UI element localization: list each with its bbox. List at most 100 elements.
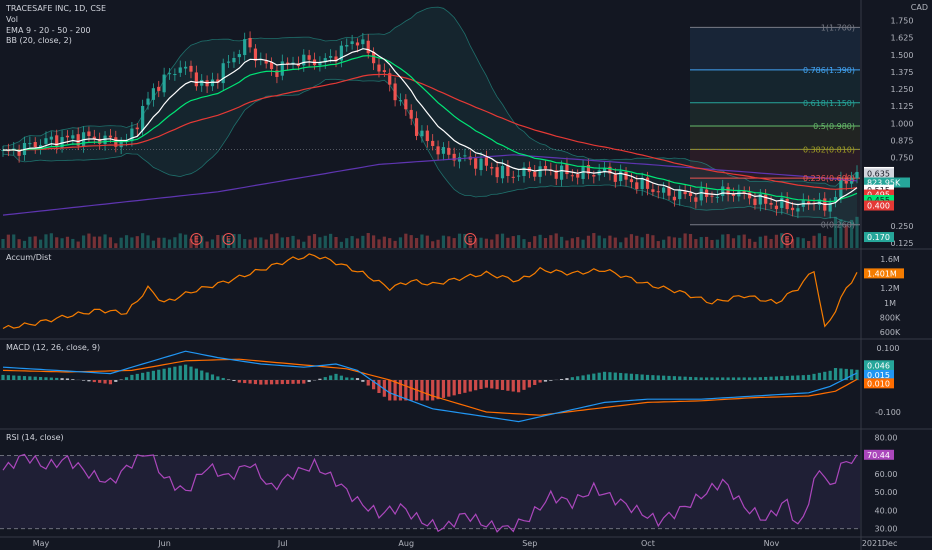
candle-body xyxy=(506,164,510,176)
candle-body xyxy=(409,109,413,119)
volume-bar xyxy=(318,237,322,248)
volume-bar xyxy=(645,233,650,248)
volume-bar xyxy=(130,237,134,248)
fib-zone xyxy=(690,126,860,150)
volume-bar xyxy=(747,238,752,248)
macd-histogram-bar xyxy=(613,372,617,380)
volume-bar xyxy=(124,235,129,248)
macd-histogram-bar xyxy=(12,375,16,380)
candle-body xyxy=(565,164,569,175)
macd-histogram-bar xyxy=(339,375,343,380)
macd-histogram-bar xyxy=(65,378,70,380)
currency-label: CAD xyxy=(911,3,928,12)
macd-histogram-bar xyxy=(635,374,639,380)
volume-bar xyxy=(726,234,730,248)
volume-bar xyxy=(33,236,37,248)
macd-tick-label: 0.100 xyxy=(877,344,900,353)
volume-bar xyxy=(44,234,48,248)
macd-histogram-bar xyxy=(667,375,671,380)
fib-zone xyxy=(690,27,860,70)
macd-histogram-bar xyxy=(710,377,714,380)
volume-legend: Vol xyxy=(6,15,18,24)
volume-bar xyxy=(500,233,505,248)
price-tag-label: 0.635 xyxy=(867,169,890,178)
volume-bar xyxy=(135,236,139,248)
macd-histogram-bar xyxy=(329,375,333,380)
volume-bar xyxy=(662,239,666,248)
volume-bar xyxy=(490,239,494,248)
candle-body xyxy=(173,74,177,76)
rsi-value-label: 70.44 xyxy=(867,451,890,460)
macd-histogram-bar xyxy=(817,372,822,380)
candle-body xyxy=(608,166,612,174)
macd-histogram-bar xyxy=(350,377,354,380)
macd-histogram-bar xyxy=(737,377,741,380)
macd-histogram-bar xyxy=(334,373,338,380)
volume-bar xyxy=(758,236,762,248)
volume-bar xyxy=(495,234,499,248)
candle-body xyxy=(474,158,478,169)
price-tick-label: 0.125 xyxy=(891,239,914,248)
candle-body xyxy=(71,135,75,139)
candle-body xyxy=(334,56,338,62)
volume-bar xyxy=(216,234,220,248)
macd-histogram-bar xyxy=(355,378,360,380)
macd-histogram-bar xyxy=(774,376,779,380)
price-tag xyxy=(864,177,910,188)
macd-histogram-bar xyxy=(721,377,725,380)
macd-histogram-bar xyxy=(1,374,5,380)
candle-body xyxy=(366,40,370,54)
candle-body xyxy=(141,105,145,131)
macd-histogram-bar xyxy=(49,377,53,380)
volume-bar xyxy=(248,239,252,248)
macd-tick-label: -0.100 xyxy=(875,408,901,417)
candle-body xyxy=(774,205,779,210)
candle-body xyxy=(17,149,21,156)
candle-body xyxy=(275,70,279,77)
macd-histogram-bar xyxy=(302,380,306,384)
candle-body xyxy=(92,136,96,140)
volume-bar xyxy=(839,219,843,248)
volume-bar xyxy=(479,237,483,248)
macd-histogram-bar xyxy=(157,369,161,380)
macd-histogram-bar xyxy=(178,365,182,380)
macd-histogram-bar xyxy=(243,380,247,384)
macd-value-label: 0.010 xyxy=(867,379,890,388)
candle-body xyxy=(484,157,488,166)
volume-bar xyxy=(441,235,446,248)
fib-zone xyxy=(690,69,860,103)
macd-histogram-bar xyxy=(291,380,295,384)
candle-body xyxy=(683,191,687,195)
macd-histogram-bar xyxy=(264,380,268,385)
candle-body xyxy=(28,143,32,145)
volume-bar xyxy=(388,238,392,248)
volume-bar xyxy=(167,239,172,248)
volume-bar xyxy=(715,239,719,248)
candle-body xyxy=(264,60,268,64)
volume-bar xyxy=(323,235,327,248)
macd-histogram-bar xyxy=(758,377,762,380)
macd-histogram-bar xyxy=(699,377,703,380)
macd-histogram-bar xyxy=(833,368,838,380)
volume-bar xyxy=(151,240,155,248)
volume-bar xyxy=(431,241,435,248)
candle-body xyxy=(441,147,446,154)
fib-level-label: 0(0.260) xyxy=(821,221,855,230)
macd-histogram-bar xyxy=(629,373,634,380)
candle-body xyxy=(629,179,634,183)
macd-histogram-bar xyxy=(500,380,505,390)
macd-histogram-bar xyxy=(688,376,693,380)
macd-histogram-bar xyxy=(527,380,531,388)
volume-bar xyxy=(447,236,451,248)
accum-dist-tick-label: 1.2M xyxy=(880,284,900,293)
time-axis-label: Jul xyxy=(277,539,288,548)
volume-bar xyxy=(1,239,5,248)
price-tag xyxy=(864,200,894,211)
macd-histogram-bar xyxy=(388,380,392,401)
volume-bar xyxy=(613,237,617,248)
macd-histogram-bar xyxy=(275,380,279,385)
volume-bar xyxy=(350,236,354,248)
volume-bar xyxy=(65,236,70,248)
macd-histogram-bar xyxy=(764,376,768,380)
